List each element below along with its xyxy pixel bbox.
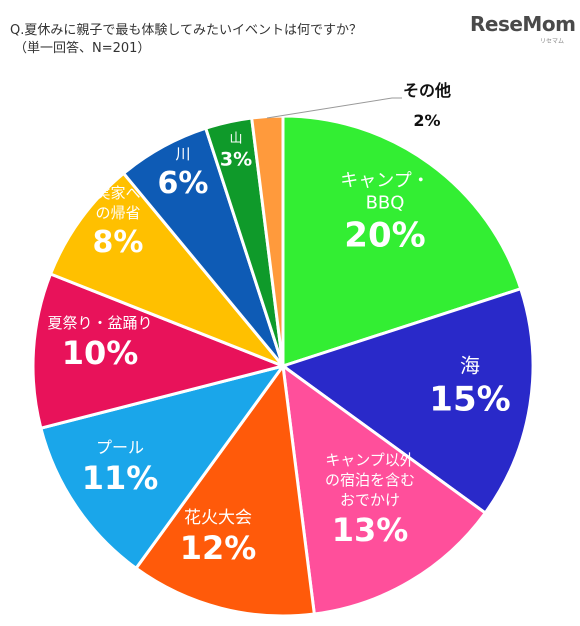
slice-label: の帰省 xyxy=(95,204,140,222)
slice-label: おでかけ xyxy=(340,491,400,509)
slice-percent-label: 13% xyxy=(332,511,409,549)
slice-label: プール xyxy=(96,438,144,457)
pie-slice xyxy=(31,272,288,430)
slice-label: キャンプ以外 xyxy=(325,451,415,469)
slice-percent-label: 3% xyxy=(220,148,252,170)
slice-label: 夏祭り・盆踊り xyxy=(47,314,152,332)
site-logo[interactable]: ReseMom xyxy=(470,12,576,36)
slice-label: BBQ xyxy=(366,192,405,213)
slice-percent-label: 20% xyxy=(344,215,425,255)
slice-label: 実家へ xyxy=(95,184,140,202)
slice-label: 川 xyxy=(175,145,190,163)
site-logo-sub: リセマム xyxy=(540,38,565,45)
pie-slice xyxy=(249,114,285,367)
pie-slice xyxy=(39,363,287,571)
slice-label: 山 xyxy=(229,131,242,146)
slice-percent-label: 10% xyxy=(62,334,139,372)
slice-label: の宿泊を含む xyxy=(325,471,415,489)
slice-percent-label: 6% xyxy=(158,166,209,201)
slice-percent-label: 2% xyxy=(413,111,440,130)
slice-percent-label: 12% xyxy=(180,529,257,567)
callout-line xyxy=(266,97,402,119)
pie-slice xyxy=(279,286,535,516)
slice-label: 海 xyxy=(460,353,480,377)
chart-subtitle: （単一回答、N=201） xyxy=(14,41,151,56)
slice-percent-label: 8% xyxy=(93,225,144,260)
pie-slice xyxy=(281,362,488,616)
pie-slice xyxy=(133,362,317,618)
chart-question: Q.夏休みに親子で最も体験してみたいイベントは何ですか？ xyxy=(10,23,362,38)
slice-label: その他 xyxy=(403,81,451,100)
slice-percent-label: 15% xyxy=(429,379,510,419)
pie-slice xyxy=(48,171,285,368)
slice-percent-label: 11% xyxy=(82,459,159,497)
slice-label: キャンプ・ xyxy=(340,170,429,191)
pie-slice xyxy=(281,114,523,369)
slice-label: 花火大会 xyxy=(184,508,252,528)
